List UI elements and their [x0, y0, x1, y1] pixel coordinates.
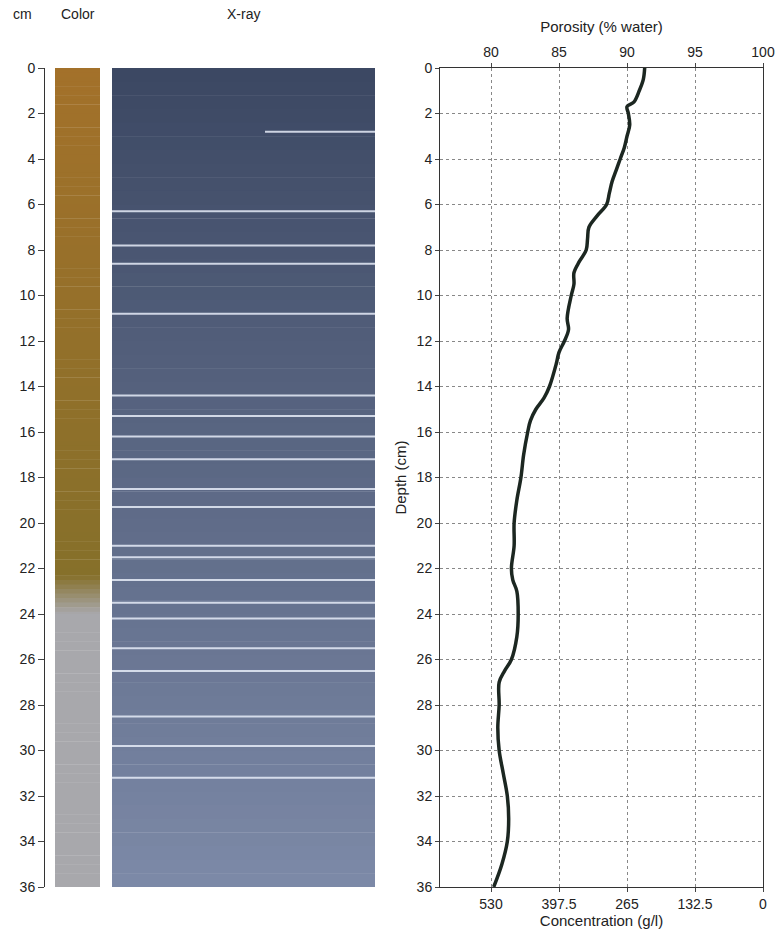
- svg-text:8: 8: [424, 242, 432, 258]
- svg-text:Porosity (% water): Porosity (% water): [540, 18, 663, 35]
- svg-text:4: 4: [424, 151, 432, 167]
- svg-text:85: 85: [551, 44, 567, 60]
- svg-text:16: 16: [417, 424, 433, 440]
- svg-text:Concentration (g/l): Concentration (g/l): [540, 912, 663, 929]
- svg-text:Depth (cm): Depth (cm): [392, 440, 409, 514]
- svg-text:10: 10: [20, 287, 36, 303]
- svg-text:26: 26: [20, 651, 36, 667]
- svg-text:530: 530: [479, 896, 503, 912]
- svg-text:Color: Color: [61, 6, 95, 22]
- svg-text:10: 10: [417, 287, 433, 303]
- svg-text:90: 90: [619, 44, 635, 60]
- svg-text:30: 30: [20, 742, 36, 758]
- svg-text:34: 34: [417, 833, 433, 849]
- svg-text:12: 12: [417, 333, 433, 349]
- svg-text:36: 36: [417, 879, 433, 895]
- svg-text:2: 2: [424, 105, 432, 121]
- svg-text:6: 6: [424, 196, 432, 212]
- svg-text:100: 100: [751, 44, 775, 60]
- svg-text:12: 12: [20, 333, 36, 349]
- svg-text:18: 18: [20, 469, 36, 485]
- svg-text:X-ray: X-ray: [227, 6, 260, 22]
- svg-text:16: 16: [20, 424, 36, 440]
- svg-text:24: 24: [417, 606, 433, 622]
- svg-text:80: 80: [483, 44, 499, 60]
- svg-text:22: 22: [20, 560, 36, 576]
- svg-text:4: 4: [27, 151, 35, 167]
- svg-text:0: 0: [424, 60, 432, 76]
- svg-text:32: 32: [417, 788, 433, 804]
- svg-text:14: 14: [417, 378, 433, 394]
- svg-text:397.5: 397.5: [541, 896, 576, 912]
- svg-text:cm: cm: [13, 6, 32, 22]
- svg-text:2: 2: [27, 105, 35, 121]
- svg-text:30: 30: [417, 742, 433, 758]
- svg-text:6: 6: [27, 196, 35, 212]
- svg-text:0: 0: [759, 896, 767, 912]
- svg-text:265: 265: [615, 896, 639, 912]
- svg-text:24: 24: [20, 606, 36, 622]
- svg-text:8: 8: [27, 242, 35, 258]
- svg-text:26: 26: [417, 651, 433, 667]
- svg-text:18: 18: [417, 469, 433, 485]
- svg-text:32: 32: [20, 788, 36, 804]
- svg-text:28: 28: [417, 697, 433, 713]
- svg-text:132.5: 132.5: [677, 896, 712, 912]
- svg-text:28: 28: [20, 697, 36, 713]
- svg-text:95: 95: [687, 44, 703, 60]
- svg-text:0: 0: [27, 60, 35, 76]
- svg-text:20: 20: [20, 515, 36, 531]
- svg-text:34: 34: [20, 833, 36, 849]
- svg-text:22: 22: [417, 560, 433, 576]
- svg-text:14: 14: [20, 378, 36, 394]
- svg-text:20: 20: [417, 515, 433, 531]
- svg-text:36: 36: [20, 879, 36, 895]
